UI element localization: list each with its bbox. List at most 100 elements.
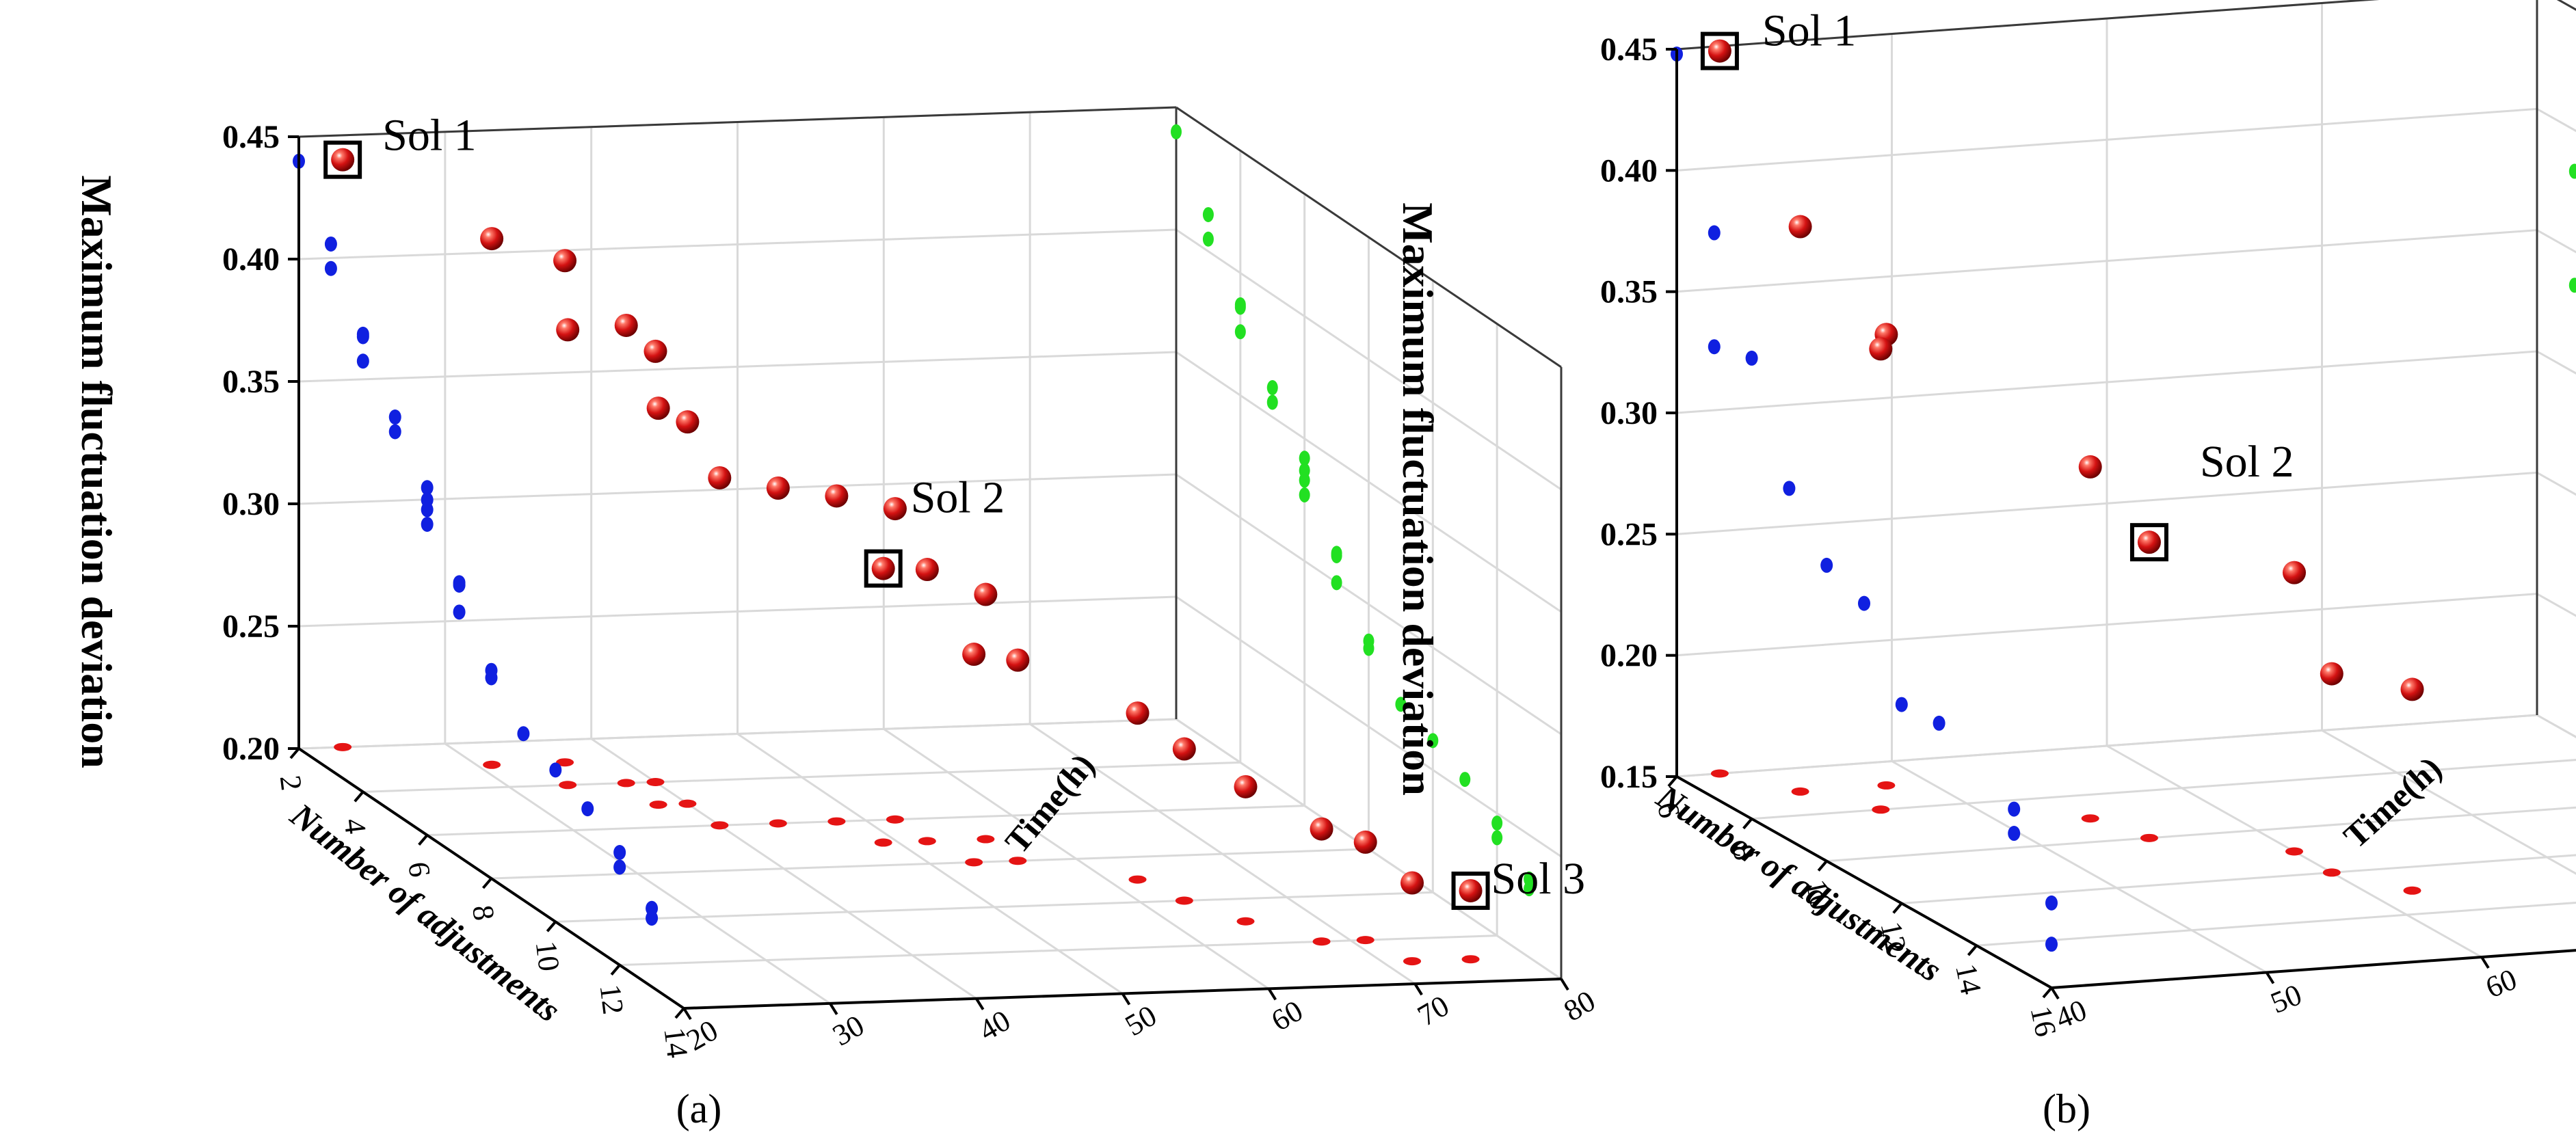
z-axis-label-a: Maximum fluctuation deviation (72, 175, 121, 768)
data-point (1172, 737, 1196, 761)
projection-point-xz (2008, 826, 2021, 842)
box-edge (1176, 106, 1562, 368)
solution-label: Sol 1 (382, 111, 477, 161)
data-point (825, 484, 849, 508)
gridline (444, 742, 831, 1005)
data-point (1788, 215, 1812, 239)
data-point (1708, 39, 1731, 63)
projection-point-xy (827, 817, 846, 826)
projection-point-yz (1299, 451, 1310, 466)
z-tick-label: 0.25 (222, 608, 280, 645)
data-point (915, 558, 939, 582)
solution-box (864, 549, 903, 588)
projection-point-xz (1783, 481, 1796, 496)
data-point (2400, 677, 2424, 701)
projection-point-xy (649, 801, 667, 809)
z-tick-label: 0.45 (222, 119, 280, 155)
projection-point-xz (388, 424, 401, 440)
x-tick-label: 14 (1949, 961, 1988, 997)
projection-point-xz (1708, 225, 1721, 241)
projection-point-yz (1491, 830, 1503, 846)
y-tick (829, 1002, 838, 1015)
y-tick-label: 60 (2481, 963, 2521, 1005)
x-axis-line (1676, 775, 2052, 989)
projection-point-yz (1234, 297, 1246, 312)
z-tick-label: 0.30 (1600, 395, 1658, 431)
box-edge (1676, 0, 2380, 51)
projection-point-xz (356, 326, 369, 342)
y-tick (1121, 993, 1131, 1006)
points-layer-b (1708, 39, 2424, 701)
projection-point-xy (1175, 896, 1193, 905)
x-tick-label: 10 (1799, 876, 1838, 913)
projection-point-xz (613, 859, 626, 875)
data-point (962, 643, 986, 667)
projection-point-xz (1895, 697, 1908, 712)
data-point (2137, 530, 2161, 554)
box-edge (298, 106, 1177, 138)
data-point (2320, 662, 2343, 686)
projection-point-yz (1266, 394, 1278, 410)
y-tick (2050, 986, 2060, 1000)
projection-point-xy (1009, 857, 1027, 865)
data-point (553, 249, 577, 273)
projection-point-xy (1128, 875, 1147, 884)
data-point (1234, 775, 1258, 798)
z-tick-label: 0.15 (1600, 759, 1658, 795)
grid-layer-a (297, 106, 1563, 1010)
projection-point-xy (334, 742, 352, 751)
projection-point-yz (1299, 487, 1310, 503)
x-axis-label-a: Number of adjustments (283, 795, 568, 1029)
x-tick (546, 921, 557, 932)
x-tick (1892, 902, 1903, 914)
x-tick (354, 791, 364, 803)
z-axis-label-b: Maximum fluctuation deviation (1394, 202, 1442, 796)
x-tick-label: 10 (529, 939, 566, 973)
projection-point-yz (1266, 380, 1278, 396)
projection-point-xy (2140, 833, 2158, 842)
x-tick-label: 12 (1874, 919, 1913, 955)
projection-point-yz (1202, 231, 1214, 247)
x-tick-label: 2 (274, 773, 308, 792)
solution-label: Sol 1 (1762, 6, 1857, 56)
x-tick (610, 964, 621, 976)
projection-point-yz (1427, 733, 1439, 749)
projection-point-xz (581, 801, 594, 817)
data-point (1869, 337, 1893, 361)
x-tick-label: 12 (594, 982, 630, 1017)
data-point (2078, 455, 2102, 479)
solution-label: Sol 3 (1491, 854, 1586, 904)
x-tick-label: 16 (2024, 1003, 2063, 1039)
y-tick-label: 80 (1558, 984, 1601, 1027)
gridline (736, 733, 1124, 995)
y-tick-label: 50 (1119, 999, 1163, 1043)
projection-point-xz (517, 726, 530, 742)
projection-point-xy (1877, 781, 1896, 790)
projection-point-xy (646, 778, 665, 786)
grid-layer-b (1675, 0, 2576, 989)
data-point (1126, 701, 1150, 725)
data-point (1400, 871, 1424, 895)
projection-point-yz (1171, 124, 1182, 139)
gridline (1891, 760, 2268, 973)
projection-point-xz (2045, 895, 2058, 911)
solution-box (1700, 31, 1739, 70)
y-tick (2265, 971, 2275, 984)
data-point (871, 556, 895, 580)
z-tick-label: 0.35 (222, 364, 280, 400)
x-tick (481, 877, 493, 889)
projection-point-xy (1312, 937, 1331, 946)
x-tick (1667, 775, 1678, 788)
solution-box (1451, 871, 1490, 910)
panel-label-a: (a) (676, 1086, 722, 1131)
projection-point-xy (1356, 936, 1375, 945)
projection-point-xz (1858, 595, 1870, 611)
data-point (2283, 561, 2306, 584)
y-tick-label: 40 (973, 1004, 1016, 1047)
z-tick-label: 0.20 (1600, 638, 1658, 674)
axes-layer-b: 0.150.200.250.300.350.400.45681012141640… (1600, 31, 2576, 1040)
panel-label-b: (b) (2043, 1086, 2090, 1131)
chart-panel-b: 0.150.200.250.300.350.400.45681012141640… (1394, 0, 2576, 1131)
z-tick-label: 0.40 (222, 241, 280, 278)
